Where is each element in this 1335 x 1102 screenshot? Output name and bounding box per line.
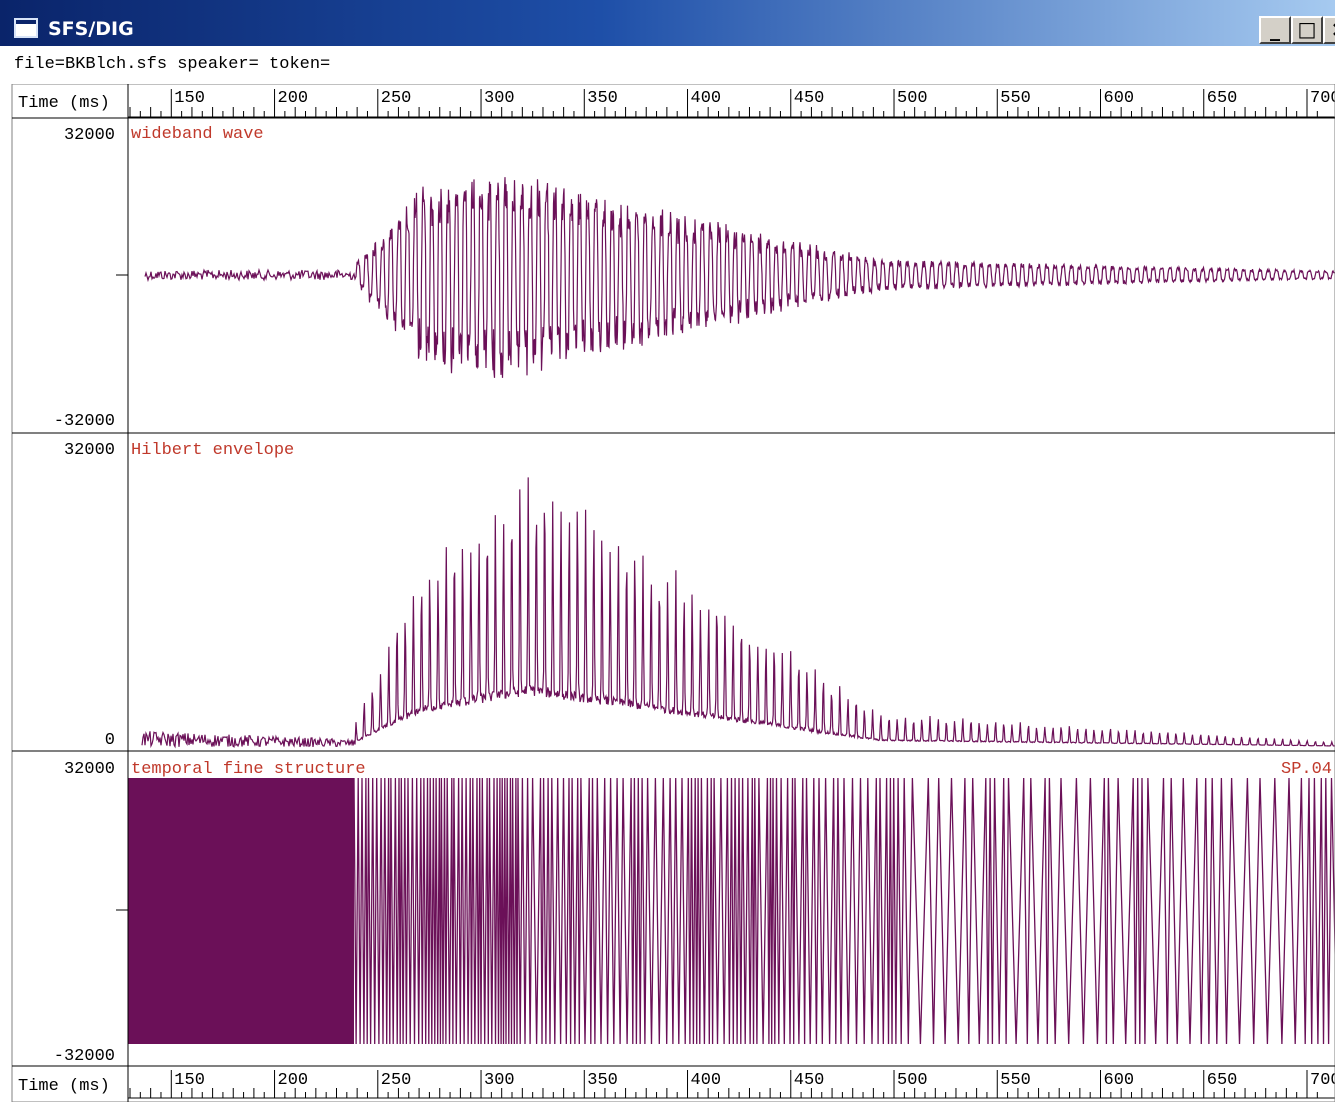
y-max-label: 32000 [64, 760, 115, 779]
axis-tick-label: 300 [484, 1071, 515, 1090]
time-axis-top: 150 200 250 300 350 400 450 500 550 600 650 700 [128, 89, 1335, 118]
display-frame [11, 84, 1335, 1102]
window-title: SFS/DIG [48, 18, 134, 40]
axis-tick-label: 250 [381, 1071, 412, 1090]
file-info: file=BKBlch.sfs speaker= token= [14, 55, 331, 74]
y-max-label: 32000 [64, 441, 115, 460]
y-min-label: -32000 [54, 1047, 115, 1066]
time-axis-top-label: Time (ms) [18, 94, 110, 113]
y-max-label: 32000 [64, 126, 115, 145]
axis-tick-label: 450 [794, 1071, 825, 1090]
axis-tick-label: 500 [897, 1071, 928, 1090]
axis-tick-label: 600 [1104, 1071, 1135, 1090]
panel-tag: SP.04 [1281, 760, 1332, 779]
panel-temporal-fine-structure[interactable]: 32000 -32000 temporal fine structure SP.0… [54, 760, 1335, 1066]
maximize-button[interactable]: □ [1291, 16, 1323, 44]
axis-tick-label: 550 [1000, 1071, 1031, 1090]
axis-tick-label: 200 [278, 89, 309, 108]
panel-wideband-wave[interactable]: wideband wave 32000 -32000 [54, 125, 1335, 431]
window-titlebar[interactable]: SFS/DIG _ □ × [0, 0, 1335, 46]
y-min-label: 0 [105, 731, 115, 750]
y-min-label: -32000 [54, 412, 115, 431]
fine-structure-trace [353, 777, 1335, 1045]
axis-tick-label: 600 [1104, 89, 1135, 108]
axis-tick-label: 650 [1207, 1071, 1238, 1090]
panel-title: wideband wave [131, 125, 264, 144]
close-button[interactable]: × [1323, 16, 1335, 44]
axis-tick-label: 500 [897, 89, 928, 108]
axis-tick-label: 400 [691, 1071, 722, 1090]
axis-tick-label: 400 [691, 89, 722, 108]
time-axis-bottom-label: Time (ms) [18, 1077, 110, 1096]
panel-title: Hilbert envelope [131, 441, 294, 460]
minimize-button[interactable]: _ [1259, 16, 1291, 44]
axis-tick-label: 150 [174, 89, 205, 108]
axis-tick-label: 450 [794, 89, 825, 108]
window-icon[interactable] [14, 18, 38, 38]
waveform-trace [144, 177, 1335, 378]
axis-tick-label: 650 [1207, 89, 1238, 108]
axis-tick-label: 250 [381, 89, 412, 108]
axis-tick-label: 300 [484, 89, 515, 108]
axis-tick-label: 200 [278, 1071, 309, 1090]
axis-tick-label: 350 [587, 1071, 618, 1090]
axis-tick-label: 700 [1310, 1071, 1335, 1090]
axis-tick-label: 350 [587, 89, 618, 108]
file-info-bar [0, 46, 1335, 86]
dense-noise-segment [128, 778, 354, 1044]
waveform-display[interactable]: 150 200 250 300 350 400 450 500 550 600 650 700 wid… [0, 84, 1335, 1102]
envelope-trace [141, 477, 1335, 749]
panel-title: temporal fine structure [131, 760, 366, 779]
axis-tick-label: 700 [1310, 89, 1335, 108]
panel-hilbert-envelope[interactable]: Hilbert envelope 32000 0 [64, 441, 1335, 750]
time-axis-bottom: 150 200 250 300 350 400 450 500 550 600 650 700 [128, 1070, 1335, 1099]
axis-tick-label: 550 [1000, 89, 1031, 108]
axis-tick-label: 150 [174, 1071, 205, 1090]
